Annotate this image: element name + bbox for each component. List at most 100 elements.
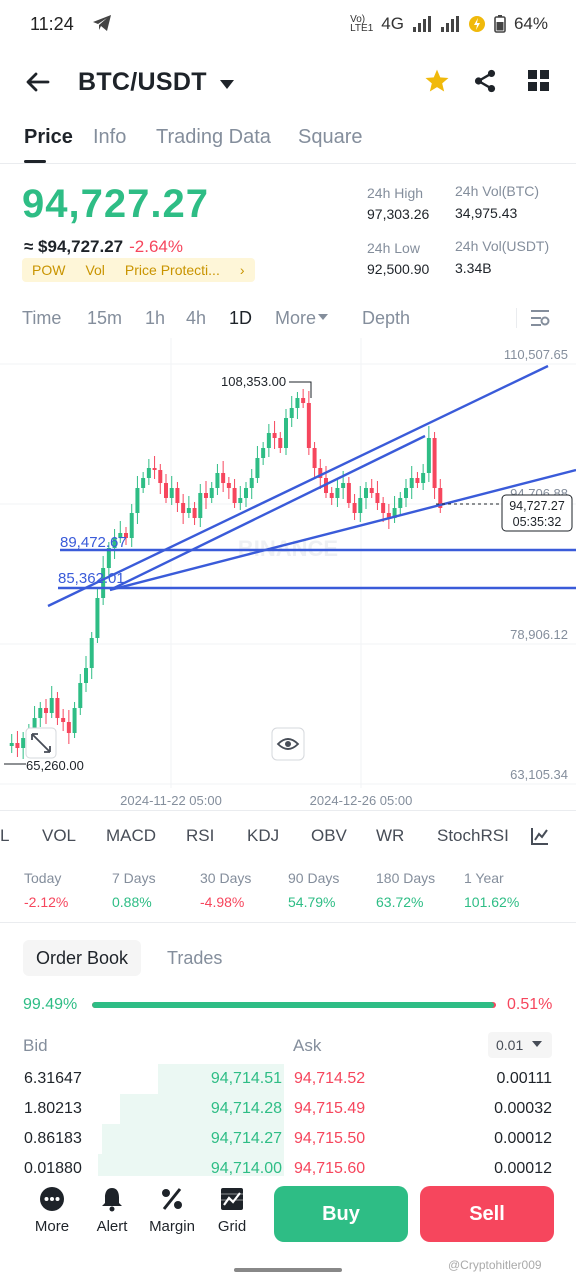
telegram-icon <box>92 14 112 37</box>
candle-body <box>352 503 357 513</box>
candle-body <box>438 488 443 508</box>
candle-body <box>192 508 197 518</box>
order-row[interactable]: 6.31647 94,714.51 94,714.52 0.00111 <box>0 1064 576 1094</box>
bid-qty: 1.80213 <box>24 1100 82 1117</box>
indicator-l[interactable]: L <box>0 826 10 845</box>
low-label: 24h Low <box>367 240 420 256</box>
bid-qty: 6.31647 <box>24 1070 82 1087</box>
bid-price: 94,714.28 <box>210 1100 282 1117</box>
candle-body <box>312 448 317 468</box>
price-label-bottom: 63,105.34 <box>510 767 568 782</box>
last-price: 94,727.27 <box>22 182 209 226</box>
candle-body <box>215 473 220 488</box>
indicator-vol[interactable]: VOL <box>42 826 77 845</box>
tag-vol[interactable]: Vol <box>85 262 105 278</box>
battery-icon <box>494 15 506 33</box>
order-row[interactable]: 1.80213 94,714.28 94,715.49 0.00032 <box>0 1094 576 1124</box>
star-icon[interactable] <box>424 68 450 99</box>
tf-more[interactable]: More <box>275 308 317 328</box>
tab-order-book[interactable]: Order Book <box>23 940 142 976</box>
price-chart[interactable]: BINANCE 110,507.65 94,706.88 78,906.12 6… <box>0 338 576 808</box>
level-label-1: 89,472.67 <box>60 534 127 551</box>
pair-title[interactable]: BTC/USDT <box>78 68 207 96</box>
ask-price: 94,715.49 <box>294 1100 366 1117</box>
perf-label-30d: 30 Days <box>200 870 252 886</box>
indicator-wr[interactable]: WR <box>376 826 405 845</box>
tab-price[interactable]: Price <box>24 126 73 148</box>
bid-qty: 0.86183 <box>24 1130 82 1147</box>
candle-body <box>44 708 48 713</box>
precision-value: 0.01 <box>496 1037 524 1053</box>
tag-price-protection[interactable]: Price Protecti... <box>124 262 220 278</box>
candle-body <box>21 738 26 748</box>
indicator-obv[interactable]: OBV <box>311 826 347 845</box>
home-indicator[interactable] <box>234 1268 342 1272</box>
candle-body <box>358 498 363 513</box>
precision-select[interactable]: 0.01 <box>488 1032 552 1058</box>
caret-down-icon[interactable] <box>220 77 234 95</box>
tab-trading-data[interactable]: Trading Data <box>156 126 271 148</box>
back-arrow-icon[interactable] <box>24 68 52 101</box>
candle-body <box>66 722 71 733</box>
caret-down-icon[interactable] <box>318 314 328 321</box>
candle-body <box>249 478 254 488</box>
candle-body <box>129 513 134 538</box>
candle-body <box>15 743 20 748</box>
buy-button[interactable]: Buy <box>274 1186 408 1242</box>
tf-15m[interactable]: 15m <box>87 308 123 328</box>
bid-ratio: 99.49% <box>23 996 78 1013</box>
alert-button[interactable]: Alert <box>82 1186 142 1235</box>
tab-underline <box>24 160 46 163</box>
candle-body <box>335 488 340 498</box>
ask-qty: 0.00111 <box>496 1070 552 1087</box>
more-label: More <box>34 1218 70 1235</box>
tf-1d[interactable]: 1D <box>229 308 253 328</box>
timeframe-bar: Time 15m 1h 4h 1D More Depth <box>0 300 576 336</box>
perf-value-30d: -4.98% <box>200 894 245 910</box>
share-icon[interactable] <box>472 68 498 99</box>
tf-1h[interactable]: 1h <box>145 308 166 328</box>
expand-icon[interactable] <box>25 727 57 759</box>
candle-body <box>284 418 288 448</box>
candle-body <box>346 483 351 503</box>
indicator-stochrsi[interactable]: StochRSI <box>437 826 509 845</box>
candle-body <box>135 488 140 513</box>
price-change: -2.64% <box>129 237 184 256</box>
tf-depth[interactable]: Depth <box>362 308 411 328</box>
chart-settings-icon[interactable] <box>530 308 550 328</box>
indicator-rsi[interactable]: RSI <box>186 826 215 845</box>
candle-body <box>409 478 414 488</box>
chart-grid <box>0 338 576 788</box>
order-row[interactable]: 0.86183 94,714.27 94,715.50 0.00012 <box>0 1124 576 1154</box>
candle-body <box>118 533 123 538</box>
perf-label-180d: 180 Days <box>376 870 436 886</box>
candle-body <box>38 708 43 718</box>
tab-trades[interactable]: Trades <box>167 948 223 968</box>
candle-body <box>295 398 300 408</box>
indicator-settings-icon[interactable] <box>530 826 550 846</box>
margin-button[interactable]: Margin <box>142 1186 202 1235</box>
tf-4h[interactable]: 4h <box>186 308 207 328</box>
candle-body <box>106 548 111 568</box>
tf-time[interactable]: Time <box>22 308 62 328</box>
candle-body <box>84 668 88 683</box>
candle-body <box>198 493 203 518</box>
tag-row[interactable]: POW Vol Price Protecti... › <box>22 258 255 282</box>
trendline <box>47 364 549 608</box>
grid-button[interactable]: Grid <box>202 1186 262 1235</box>
more-button[interactable]: More <box>22 1186 82 1235</box>
eye-icon[interactable] <box>271 727 305 761</box>
chevron-right-icon[interactable]: › <box>239 262 245 278</box>
chart-canvas[interactable]: BINANCE 110,507.65 94,706.88 78,906.12 6… <box>0 338 576 808</box>
tab-square[interactable]: Square <box>298 126 363 148</box>
candle-body <box>329 493 334 498</box>
candle-body <box>164 483 168 498</box>
grid-icon[interactable] <box>528 70 550 97</box>
tab-info[interactable]: Info <box>93 126 127 148</box>
indicator-kdj[interactable]: KDJ <box>247 826 280 845</box>
tag-pow[interactable]: POW <box>32 262 66 278</box>
candle-body <box>341 483 346 488</box>
indicator-macd[interactable]: MACD <box>106 826 157 845</box>
sell-button[interactable]: Sell <box>420 1186 554 1242</box>
candle-body <box>141 478 146 488</box>
